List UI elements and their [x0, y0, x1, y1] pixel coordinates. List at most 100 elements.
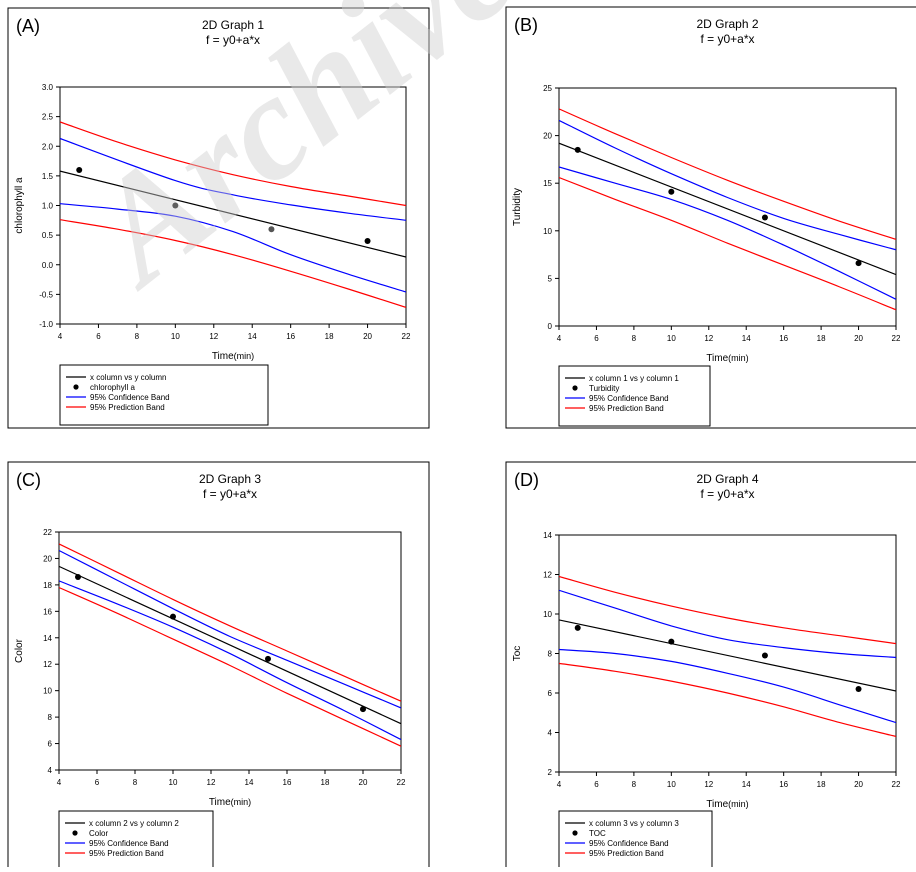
- legend-item-points-swatch: [72, 830, 78, 836]
- legend-box: [558, 810, 713, 872]
- legend-item-points-label: Color: [89, 829, 108, 838]
- x-axis-label-unit: (min): [231, 797, 252, 807]
- x-tick-label: 6: [95, 778, 100, 787]
- x-tick-label: 22: [892, 334, 901, 343]
- legend-box: [59, 364, 269, 426]
- plot-area: [59, 86, 407, 325]
- x-tick-label: 22: [397, 778, 406, 787]
- legend-item-fit-label: x column vs y column: [90, 373, 166, 382]
- y-tick-label: 20: [543, 132, 552, 141]
- confidence-band-lower: [559, 648, 896, 724]
- x-axis-label-text: Time: [706, 353, 728, 364]
- y-tick-label: 5: [548, 274, 553, 283]
- x-tick-label: 14: [742, 780, 751, 789]
- x-tick-label: 16: [286, 332, 295, 341]
- legend-box: [558, 365, 711, 427]
- x-axis-label: Time(min): [706, 799, 748, 810]
- chart-panel: (B) 2D Graph 2f = y0+a*x 4 6 8 10 12 14 16 18 20 22…: [505, 6, 916, 429]
- chart-title: 2D Graph 4: [696, 472, 758, 486]
- x-tick-label: 4: [57, 778, 62, 787]
- series-group: [59, 543, 401, 747]
- legend-item-points-swatch: [572, 385, 578, 391]
- x-tick-label: 20: [854, 334, 863, 343]
- legend-item-prediction-label: 95% Prediction Band: [89, 849, 164, 858]
- chart-panel: (D) 2D Graph 4f = y0+a*x4 6 8 10 12 14 16 18 20 22…: [505, 461, 916, 872]
- legend-item-prediction-label: 95% Prediction Band: [589, 404, 664, 413]
- x-tick-label: 6: [96, 332, 101, 341]
- prediction-band-upper: [60, 121, 406, 207]
- data-point: [668, 638, 675, 645]
- data-point: [761, 652, 768, 659]
- data-point: [364, 238, 371, 245]
- data-point: [265, 655, 271, 662]
- x-tick-label: 4: [557, 334, 562, 343]
- y-tick-label: 2: [548, 768, 553, 777]
- x-tick-label: 8: [632, 334, 637, 343]
- legend-item-fit-label: x column 3 vs y column 3: [589, 819, 679, 828]
- x-tick-label: 20: [363, 332, 372, 341]
- data-point: [75, 573, 81, 580]
- x-axis-label: Time(min): [706, 353, 748, 364]
- x-axis-label-unit: (min): [234, 351, 255, 361]
- y-tick-label: 20: [43, 554, 52, 563]
- x-axis-label: Time(min): [212, 351, 254, 362]
- data-point: [574, 624, 581, 631]
- legend-item-prediction-label: 95% Prediction Band: [90, 403, 165, 412]
- x-tick-label: 16: [779, 334, 788, 343]
- chart-subtitle: f = y0+a*x: [203, 487, 257, 501]
- legend-item-points-label: TOC: [589, 829, 606, 838]
- regression-line: [559, 619, 896, 692]
- x-tick-label: 22: [892, 780, 901, 789]
- y-tick-label: 25: [543, 84, 552, 93]
- y-axis-label: Turbidity: [512, 188, 523, 226]
- y-tick-label: 3.0: [42, 83, 54, 92]
- y-tick-label: 6: [548, 689, 553, 698]
- y-tick-label: 14: [543, 531, 552, 540]
- legend-item-confidence-label: 95% Confidence Band: [89, 839, 169, 848]
- prediction-band-lower: [59, 586, 401, 747]
- y-tick-label: 2.5: [42, 113, 54, 122]
- x-tick-label: 12: [704, 780, 713, 789]
- data-point: [761, 214, 768, 221]
- y-tick-label: 4: [548, 729, 553, 738]
- data-point: [170, 613, 176, 620]
- x-tick-label: 8: [632, 780, 637, 789]
- legend-item-fit-label: x column 1 vs y column 1: [589, 374, 679, 383]
- y-axis-label: chlorophyll a: [14, 177, 25, 234]
- y-tick-label: 12: [543, 571, 552, 580]
- prediction-band-lower: [559, 176, 896, 311]
- confidence-band-lower: [559, 166, 896, 300]
- x-tick-label: 10: [667, 334, 676, 343]
- series-group: [559, 575, 896, 738]
- y-tick-label: 0.5: [42, 231, 54, 240]
- x-axis-label-unit: (min): [728, 799, 749, 809]
- series-group: [559, 108, 896, 311]
- panel-frame: [505, 461, 916, 872]
- legend-item-points-label: Turbidity: [589, 384, 619, 393]
- y-tick-label: -0.5: [39, 290, 53, 299]
- x-tick-label: 10: [169, 778, 178, 787]
- data-point: [268, 226, 275, 233]
- y-tick-label: 8: [548, 650, 553, 659]
- chart-title: 2D Graph 2: [696, 17, 758, 31]
- x-tick-label: 18: [321, 778, 330, 787]
- regression-line: [559, 142, 896, 276]
- plot-area: [558, 87, 897, 327]
- legend-item-confidence-label: 95% Confidence Band: [589, 394, 669, 403]
- y-tick-label: 1.5: [42, 172, 54, 181]
- chart-subtitle: f = y0+a*x: [700, 487, 754, 501]
- data-point: [855, 686, 862, 693]
- series-group: [60, 121, 406, 308]
- panel-frame: [7, 7, 430, 429]
- panel-label: (B): [514, 15, 538, 35]
- confidence-band-upper: [559, 589, 896, 659]
- confidence-band-lower: [60, 203, 406, 293]
- x-tick-label: 14: [248, 332, 257, 341]
- y-axis-label: Toc: [512, 646, 523, 662]
- regression-line: [59, 565, 401, 725]
